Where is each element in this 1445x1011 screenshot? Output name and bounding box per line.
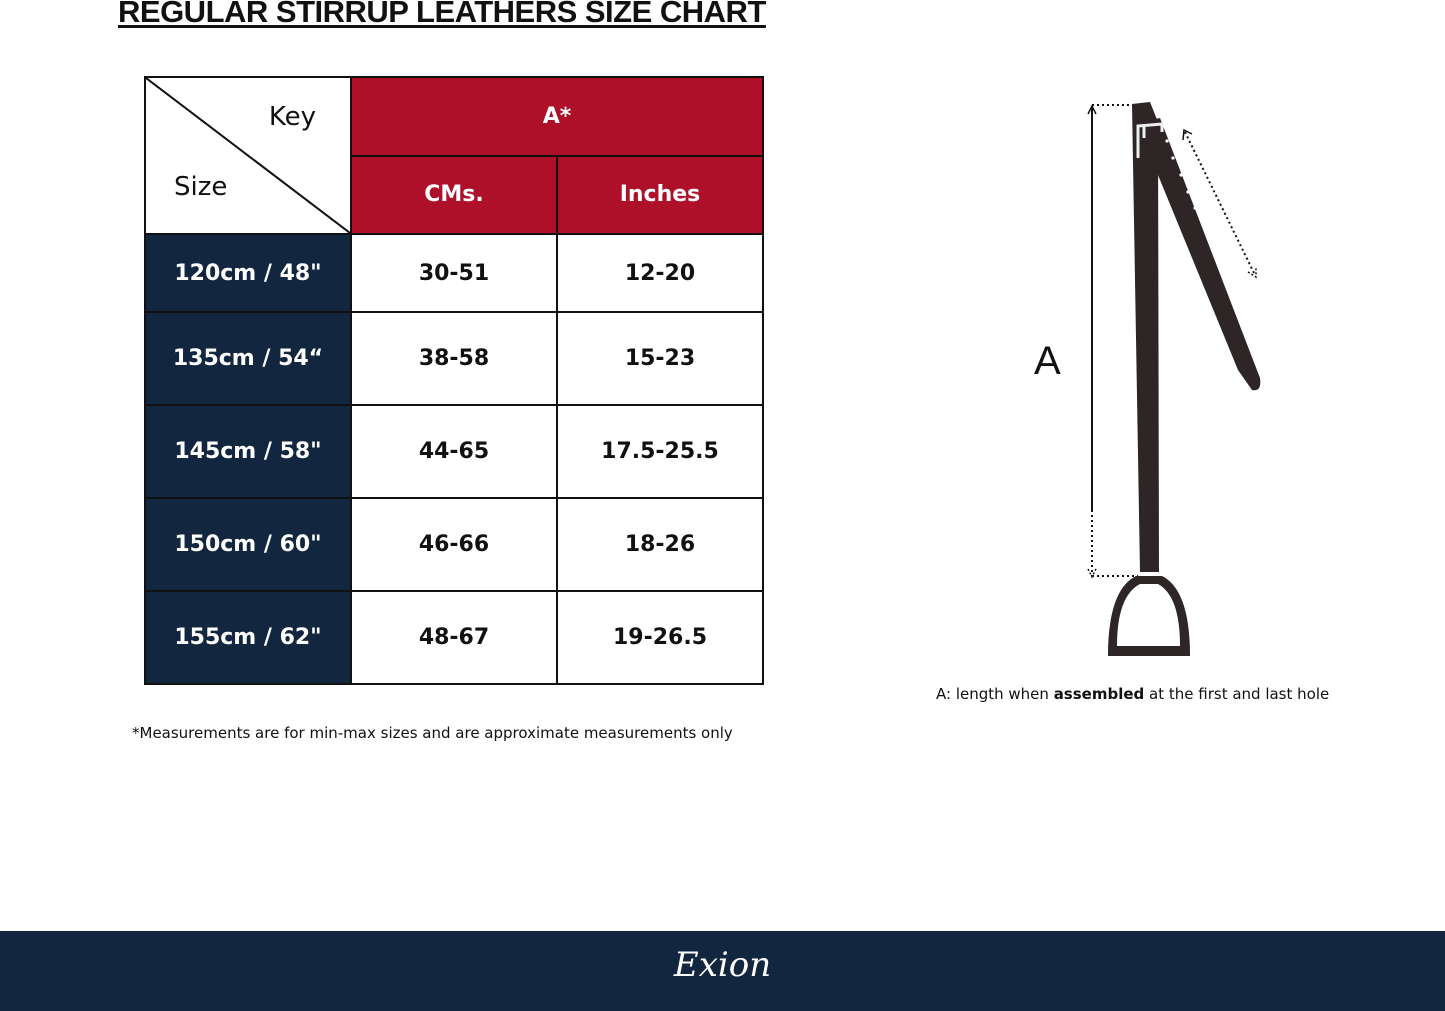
column-header-inches: Inches bbox=[556, 154, 764, 235]
footer-bar: Exion bbox=[0, 931, 1445, 1011]
size-cell: 155cm / 62" bbox=[144, 590, 352, 685]
caption-text: at the first and last hole bbox=[1144, 685, 1330, 703]
cms-cell: 30-51 bbox=[350, 233, 558, 313]
table-row: 120cm / 48" 30-51 12-20 bbox=[144, 233, 764, 313]
inches-cell: 15-23 bbox=[556, 311, 764, 406]
buckle-icon bbox=[1136, 122, 1164, 158]
size-cell: 150cm / 60" bbox=[144, 497, 352, 592]
cms-cell: 44-65 bbox=[350, 404, 558, 499]
brand-logo: Exion bbox=[673, 945, 772, 985]
inches-cell: 19-26.5 bbox=[556, 590, 764, 685]
key-label: Key bbox=[268, 102, 316, 132]
stirrup-iron bbox=[1108, 576, 1190, 656]
group-header-a: A* bbox=[350, 76, 764, 157]
size-cell: 145cm / 58" bbox=[144, 404, 352, 499]
cms-cell: 46-66 bbox=[350, 497, 558, 592]
cms-cell: 38-58 bbox=[350, 311, 558, 406]
stirrup-leather-diagram: A bbox=[1034, 102, 1261, 656]
caption-bold: assembled bbox=[1053, 685, 1145, 703]
diagonal-divider bbox=[146, 78, 350, 233]
page-title: REGULAR STIRRUP LEATHERS SIZE CHART bbox=[118, 0, 766, 29]
cms-cell: 48-67 bbox=[350, 590, 558, 685]
table-subheader-row: CMs. Inches bbox=[145, 154, 764, 235]
table-row: 155cm / 62" 48-67 19-26.5 bbox=[144, 590, 764, 685]
table-row: 145cm / 58" 44-65 17.5-25.5 bbox=[144, 404, 764, 499]
size-cell: 135cm / 54“ bbox=[144, 311, 352, 406]
size-label: Size bbox=[174, 172, 228, 202]
dimension-label-a: A bbox=[1034, 339, 1061, 383]
diagram-caption: A: length when assembled at the first an… bbox=[936, 685, 1329, 703]
caption-text: A: length when bbox=[936, 685, 1054, 703]
size-cell: 120cm / 48" bbox=[144, 233, 352, 313]
table-row: 135cm / 54“ 38-58 15-23 bbox=[144, 311, 764, 406]
inches-cell: 17.5-25.5 bbox=[556, 404, 764, 499]
adjustment-arrow bbox=[1182, 128, 1257, 279]
corner-cell: Key Size bbox=[144, 76, 352, 235]
inches-cell: 12-20 bbox=[556, 233, 764, 313]
size-chart-table: Key Size A* CMs. Inches 120cm / 48" 30-5… bbox=[144, 76, 764, 685]
inches-cell: 18-26 bbox=[556, 497, 764, 592]
table-row: 150cm / 60" 46-66 18-26 bbox=[144, 497, 764, 592]
measurement-note: *Measurements are for min-max sizes and … bbox=[132, 724, 733, 742]
column-header-cms: CMs. bbox=[350, 154, 558, 235]
table-header-row: Key Size A* bbox=[144, 76, 764, 235]
leather-strap bbox=[1132, 102, 1261, 572]
measurement-arrow-a bbox=[1087, 104, 1138, 579]
